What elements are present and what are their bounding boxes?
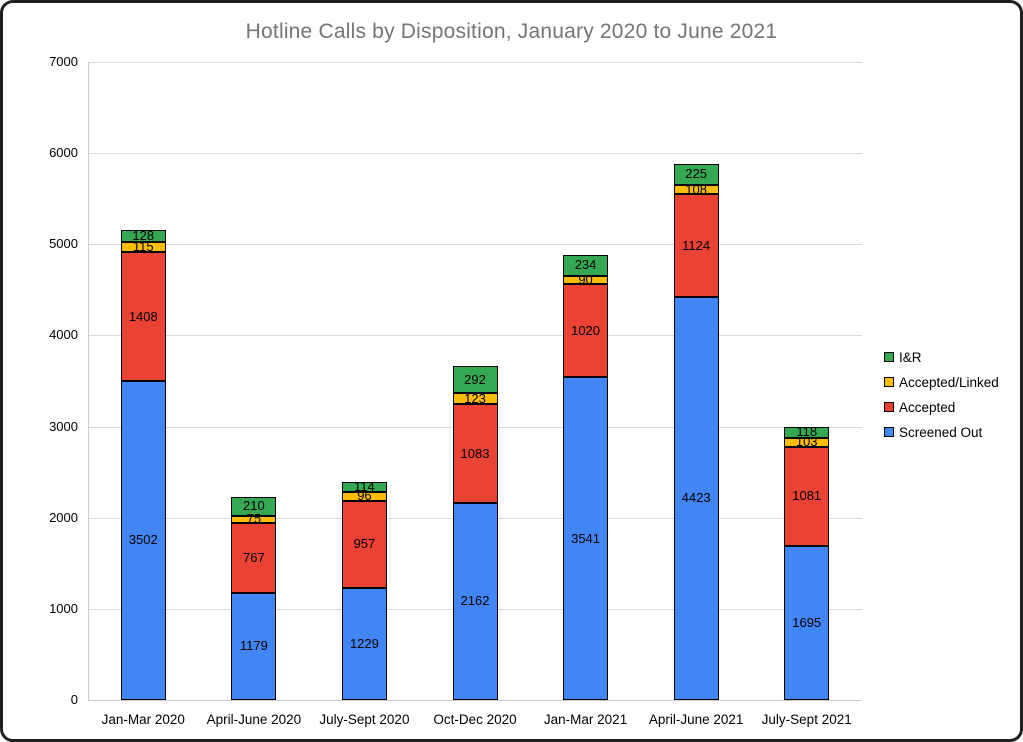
gridline	[88, 335, 862, 337]
gridline	[88, 244, 862, 246]
bar-segment-accepted-linked	[784, 437, 830, 447]
bar-segment-i-r	[120, 230, 166, 242]
legend-label: Screened Out	[899, 424, 983, 440]
legend-label: Accepted/Linked	[899, 374, 999, 390]
x-axis-label: April-June 2021	[648, 712, 744, 727]
x-axis-baseline	[88, 700, 862, 701]
legend-label: I&R	[899, 349, 922, 365]
bar-segment-accepted-linked	[341, 492, 387, 501]
bar-segment-accepted	[563, 284, 609, 378]
legend-item-i-r: I&R	[884, 349, 999, 365]
bar-segment-i-r	[231, 496, 277, 516]
chart-title: Hotline Calls by Disposition, January 20…	[245, 20, 778, 43]
y-axis-tick-label: 1000	[49, 600, 78, 616]
y-axis-tick-label: 3000	[49, 418, 78, 434]
bar-segment-accepted-linked	[231, 515, 277, 523]
bar-segment-accepted	[120, 252, 166, 381]
legend-item-accepted-linked: Accepted/Linked	[884, 374, 999, 390]
bar-segment-screened-out	[120, 380, 166, 700]
x-axis-label: Jan-Mar 2021	[543, 712, 628, 727]
bar-segment-accepted-linked	[673, 184, 719, 195]
legend-swatch-icon	[884, 377, 894, 387]
bar-segment-screened-out	[563, 377, 609, 700]
legend-label: Accepted	[899, 399, 956, 415]
x-axis-label: April-June 2020	[206, 712, 302, 727]
y-axis-tick-label: 0	[70, 692, 78, 707]
bar-segment-screened-out	[231, 592, 277, 700]
bar-segment-i-r	[452, 366, 498, 394]
gridline	[88, 153, 862, 155]
bar-segment-i-r	[563, 254, 609, 277]
y-axis-tick-label: 5000	[49, 236, 78, 252]
bar-segment-screened-out	[784, 545, 830, 700]
legend: I&R Accepted/Linked Accepted Screened Out	[884, 349, 999, 449]
gridline	[88, 62, 862, 63]
x-axis-label: July-Sept 2020	[319, 712, 410, 727]
y-axis-line	[88, 62, 89, 700]
legend-item-accepted: Accepted	[884, 399, 999, 415]
bar-segment-accepted	[341, 500, 387, 588]
bar-segment-i-r	[673, 164, 719, 185]
x-axis-label: July-Sept 2021	[761, 712, 852, 727]
bar-segment-accepted-linked	[120, 242, 166, 253]
bar-segment-screened-out	[452, 502, 498, 700]
bar-segment-screened-out	[341, 587, 387, 700]
legend-swatch-icon	[884, 352, 894, 362]
legend-swatch-icon	[884, 427, 894, 437]
legend-item-screened-out: Screened Out	[884, 424, 999, 440]
bar-segment-screened-out	[673, 296, 719, 700]
y-axis-tick-label: 7000	[49, 54, 78, 69]
bar-segment-i-r	[341, 481, 387, 492]
bar-segment-i-r	[784, 426, 830, 438]
y-axis-tick-label: 2000	[49, 509, 78, 525]
x-axis-label: Jan-Mar 2020	[101, 712, 185, 727]
bar-segment-accepted	[452, 404, 498, 503]
bar-segment-accepted	[231, 522, 277, 593]
bar-segment-accepted-linked	[452, 393, 498, 405]
bar-segment-accepted	[784, 446, 830, 546]
bar-segment-accepted-linked	[563, 276, 609, 285]
legend-swatch-icon	[884, 402, 894, 412]
y-axis-tick-label: 4000	[49, 327, 78, 343]
y-axis-tick-label: 6000	[49, 145, 78, 161]
x-axis-label: Oct-Dec 2020	[433, 712, 517, 727]
bar-segment-accepted	[673, 194, 719, 297]
